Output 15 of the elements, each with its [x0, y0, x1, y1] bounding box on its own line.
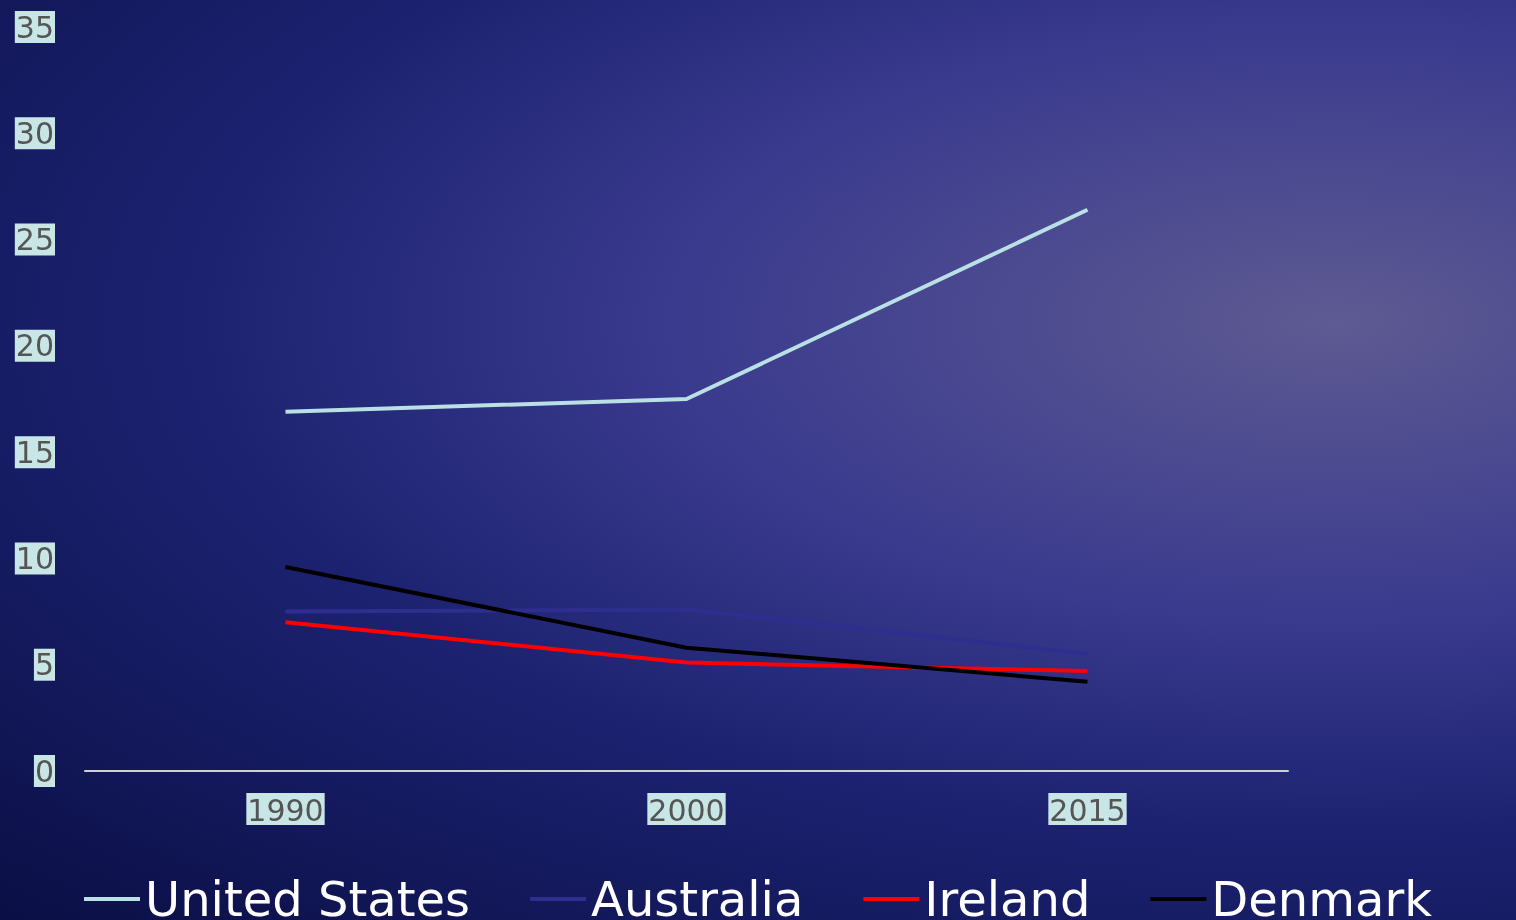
x-tick-label: 1990	[247, 792, 324, 828]
y-tick-label: 35	[15, 9, 54, 45]
legend-label: Australia	[591, 871, 804, 920]
y-tick-label: 5	[34, 647, 54, 683]
y-tick-label: 30	[15, 115, 54, 151]
y-tick-label: 25	[15, 222, 54, 258]
y-tick-label: 20	[15, 328, 54, 364]
legend-label: Ireland	[924, 871, 1091, 920]
y-tick-label: 10	[15, 540, 54, 576]
x-tick-label: 2000	[648, 792, 725, 828]
y-tick-label: 15	[15, 434, 54, 470]
x-tick-label: 2015	[1049, 792, 1126, 828]
legend-label: Denmark	[1211, 871, 1433, 920]
y-tick-label: 0	[34, 753, 54, 789]
legend-label: United States	[145, 871, 471, 920]
